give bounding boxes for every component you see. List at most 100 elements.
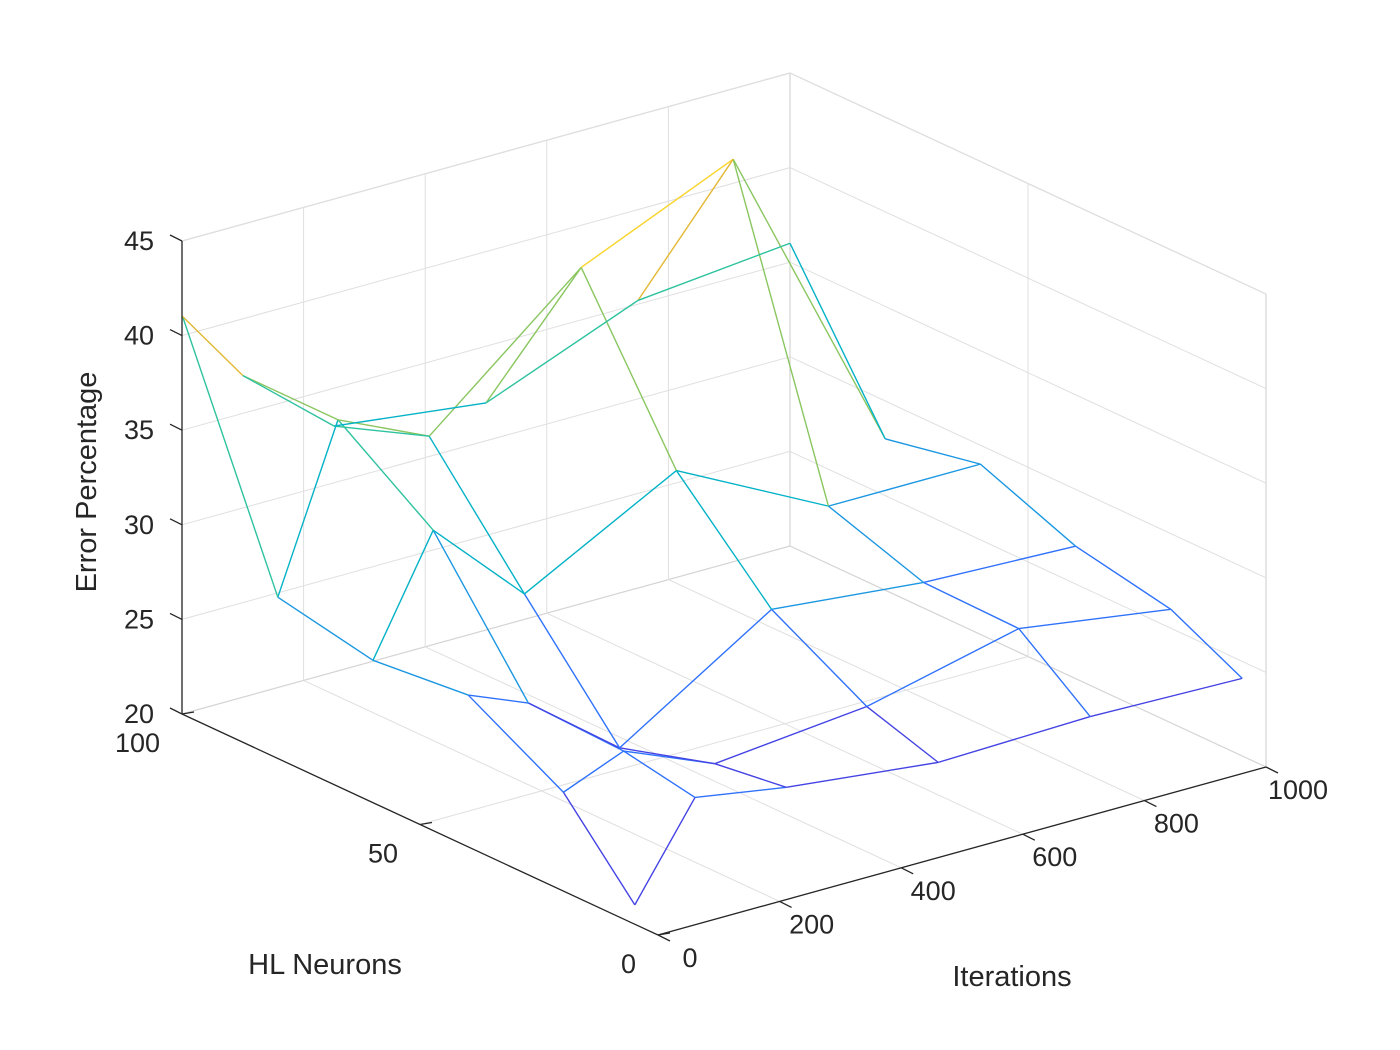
mesh-edge <box>827 505 925 584</box>
mesh-edge <box>637 158 734 301</box>
mesh-edge <box>468 694 529 704</box>
mesh-edge <box>789 242 886 440</box>
mesh-edge <box>732 159 830 507</box>
mesh-edge <box>563 750 624 793</box>
mesh-edge <box>333 402 487 427</box>
floor-grid-line <box>419 656 1029 825</box>
mesh-edge <box>937 715 1091 764</box>
z-tick-mark <box>169 329 183 337</box>
x-tick-label: 0 <box>682 943 697 973</box>
z-tick-mark <box>169 518 183 526</box>
mesh-surface <box>181 158 1243 906</box>
z-tick-label: 40 <box>124 321 154 351</box>
mesh-edge <box>885 438 981 465</box>
mesh-edge <box>181 316 279 598</box>
y-axis-label: HL Neurons <box>248 949 402 981</box>
mesh-edge <box>828 463 981 507</box>
wall-grid-line <box>789 356 1267 579</box>
mesh-edge <box>1075 545 1172 610</box>
mesh-edge <box>694 786 787 799</box>
x-tick-mark <box>900 867 914 875</box>
y-tick-label: 100 <box>115 728 160 758</box>
mesh-edge <box>562 791 636 906</box>
mesh-edge <box>771 581 924 611</box>
wall-grid-line <box>181 167 791 337</box>
mesh-edge <box>634 797 696 906</box>
mesh-edge <box>1018 608 1171 630</box>
mesh-edge <box>467 694 564 793</box>
x-tick-label: 600 <box>1032 842 1077 872</box>
y-tick-label: 0 <box>621 949 636 979</box>
z-tick-mark <box>169 234 183 242</box>
mesh-edge <box>732 158 886 440</box>
mesh-edge <box>528 702 620 749</box>
y-tick-mark <box>419 821 433 826</box>
mesh-edge <box>714 705 868 765</box>
mesh-edge <box>428 266 582 437</box>
mesh-edge <box>923 581 1020 630</box>
mesh-edge <box>242 374 335 427</box>
mesh-edge <box>619 608 773 749</box>
mesh-edge <box>771 608 868 708</box>
z-tick-mark <box>169 707 183 715</box>
mesh-edge <box>1018 628 1091 718</box>
mesh-edge <box>485 299 639 404</box>
wall-grid-line <box>181 356 791 526</box>
mesh-edge <box>1090 677 1243 718</box>
mesh-edge <box>277 419 339 598</box>
z-tick-label: 35 <box>124 415 154 445</box>
mesh-edge <box>923 545 1076 584</box>
wall-grid-line <box>789 450 1267 673</box>
mesh-edge <box>676 469 829 507</box>
y-tick-mark <box>657 932 671 936</box>
z-tick-label: 45 <box>124 226 154 256</box>
z-tick-label: 30 <box>124 510 154 540</box>
mesh-edge <box>242 374 339 421</box>
mesh-edge <box>786 761 939 789</box>
z-tick-mark <box>169 612 183 620</box>
mesh-edge <box>182 316 244 377</box>
z-axis-label: Error Percentage <box>71 372 103 593</box>
mesh-edge <box>1170 608 1243 679</box>
mesh-edge <box>432 529 525 595</box>
mesh-edge <box>372 529 434 661</box>
mesh-edge <box>866 627 1020 708</box>
x-tick-label: 200 <box>789 909 834 939</box>
x-tick-label: 800 <box>1154 809 1199 839</box>
mesh-edge <box>432 529 530 704</box>
mesh-edge <box>619 747 715 765</box>
mesh-edge <box>714 762 787 789</box>
x-axis-label: Iterations <box>952 961 1071 993</box>
mesh-edge <box>277 596 374 661</box>
x-tick-mark <box>1265 766 1279 774</box>
wall-grid-line <box>789 261 1267 484</box>
x-tick-label: 1000 <box>1268 775 1328 805</box>
mesh-edge <box>372 659 469 696</box>
mesh-edge <box>637 242 791 302</box>
axis-line <box>657 766 1267 936</box>
mesh-edge <box>979 463 1077 547</box>
z-tick-label: 25 <box>124 604 154 634</box>
mesh-edge <box>866 705 939 763</box>
mesh-edge <box>523 470 677 595</box>
wall-grid-line <box>789 72 1267 295</box>
y-tick-mark <box>181 711 195 715</box>
x-tick-mark <box>657 934 671 942</box>
mesh-edge <box>523 593 621 749</box>
x-tick-mark <box>1144 800 1157 808</box>
x-tick-mark <box>1022 833 1036 841</box>
wall-grid-line <box>181 72 791 242</box>
x-tick-mark <box>779 900 792 908</box>
x-tick-label: 400 <box>911 876 956 906</box>
mesh-edge <box>580 267 678 471</box>
mesh-edge <box>675 470 773 610</box>
mesh-edge <box>623 750 696 799</box>
wall-grid-line <box>181 261 791 431</box>
wall-edge-line <box>181 545 791 715</box>
axes <box>169 234 1279 942</box>
grid-lines <box>181 72 1267 902</box>
mesh-edge <box>333 425 430 437</box>
